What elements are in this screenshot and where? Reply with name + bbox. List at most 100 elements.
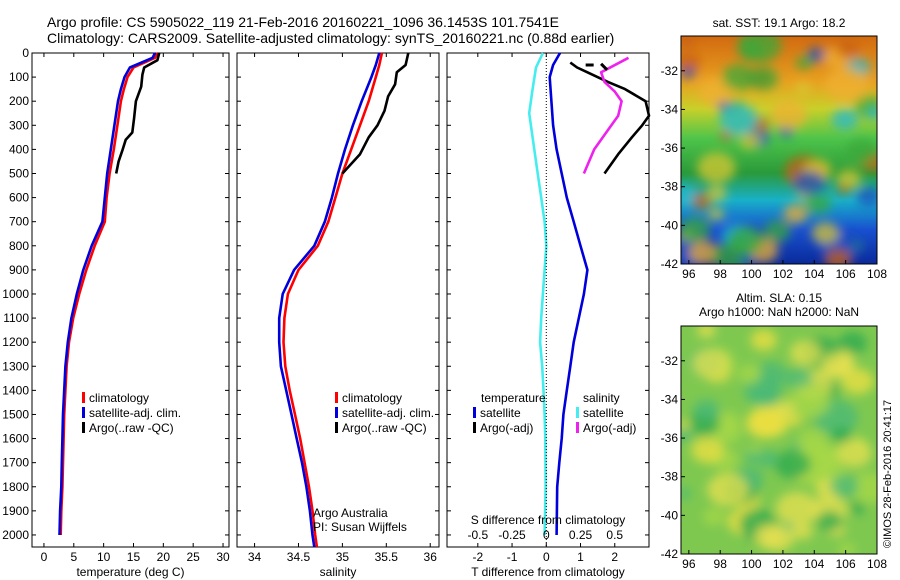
sst-map-xtick-label: 98	[714, 267, 728, 281]
sla-map-ytick-label: -40	[661, 508, 679, 522]
salinity-xtick-label: 36	[424, 550, 438, 564]
temperature-legend-label: climatology	[89, 391, 149, 405]
depth-tick-label: 700	[9, 215, 29, 229]
map-texture-blob	[681, 66, 696, 79]
sla-map-xtick-label: 106	[836, 557, 856, 571]
map-texture-blob	[774, 400, 796, 418]
map-texture-blob	[831, 427, 852, 443]
depth-tick-label: 800	[9, 239, 29, 253]
sla-map-panel: Altim. SLA: 0.15 Argo h1000: NaN h2000: …	[661, 291, 888, 571]
map-texture-blob	[691, 348, 729, 379]
sst-map-xtick-label: 108	[867, 267, 887, 281]
depth-tick-label: 1900	[2, 504, 29, 518]
sst-map-ytick-label: -40	[661, 218, 679, 232]
temperature-legend-swatch	[82, 422, 85, 433]
map-texture-blob	[795, 56, 813, 70]
temperature-legend-swatch	[82, 392, 85, 403]
map-texture-blob	[693, 399, 720, 421]
map-texture-blob	[849, 501, 866, 515]
figure-title-line2: Climatology: CARS2009. Satellite-adjuste…	[47, 30, 614, 46]
temperature-xtick-label: 10	[97, 550, 111, 564]
map-texture-blob	[696, 326, 716, 339]
map-texture-blob	[797, 429, 828, 454]
map-texture-blob	[774, 450, 811, 479]
salinity-xtick-label: 35.5	[375, 550, 399, 564]
map-texture-blob	[817, 510, 843, 532]
sla-map-title: Altim. SLA: 0.15	[736, 291, 822, 305]
salinity-series-argo-raw-qc-	[341, 52, 410, 175]
salinity-legend-label: climatology	[342, 391, 402, 405]
difference-series-salinity-satellite	[527, 52, 548, 536]
temperature-xtick-label: 30	[216, 550, 230, 564]
sla-map-subtitle: Argo h1000: NaN h2000: NaN	[699, 305, 859, 319]
map-texture-blob	[841, 368, 875, 395]
map-texture-blob	[755, 449, 778, 468]
difference-xtick-label: -1	[507, 550, 518, 564]
sst-map-ytick-label: -32	[661, 64, 679, 78]
depth-tick-label: 1300	[2, 359, 29, 373]
sla-map-ytick-label: -38	[661, 470, 679, 484]
sst-map-ytick-label: -42	[661, 257, 679, 271]
map-texture-blob	[770, 100, 808, 130]
difference-series-temperature-satellite	[548, 52, 589, 536]
sla-map-xtick-label: 104	[804, 557, 824, 571]
difference-xtick-label: 2	[611, 550, 618, 564]
diff-salinity-tick-label: -0.5	[467, 528, 488, 542]
depth-tick-label: 1700	[2, 456, 29, 470]
salinity-axes-frame	[236, 52, 440, 548]
sst-map-xtick-label: 102	[773, 267, 793, 281]
map-texture-blob	[838, 542, 856, 554]
sla-map-xtick-label: 108	[867, 557, 887, 571]
map-texture-blob	[835, 39, 860, 58]
sst-map-xtick-label: 104	[804, 267, 824, 281]
sla-map-ytick-label: -32	[661, 354, 679, 368]
map-texture-blob	[681, 428, 693, 443]
temperature-axes-frame	[31, 52, 230, 548]
diff-salinity-tick-label: -0.25	[498, 528, 526, 542]
sst-map-ytick-label: -34	[661, 102, 679, 116]
depth-tick-label: 300	[9, 118, 29, 132]
temperature-xtick-label: 0	[41, 550, 48, 564]
depth-tick-label: 1600	[2, 432, 29, 446]
salinity-xtick-label: 34	[248, 550, 262, 564]
temperature-panel: 0 5 10 15 20 25 300100200300400500600700800900…	[2, 46, 230, 579]
depth-tick-label: 1500	[2, 407, 29, 421]
salinity-xtick-label: 34.5	[287, 550, 311, 564]
salinity-annotation: Argo Australia	[313, 506, 388, 520]
difference-panel: -2 -1 0 1 2T difference from climatology temp…	[446, 52, 651, 579]
temperature-series-satellite-adj-clim-	[58, 52, 157, 536]
map-texture-blob	[738, 364, 762, 384]
temperature-xtick-label: 15	[127, 550, 141, 564]
temperature-series-climatology	[59, 52, 159, 536]
depth-tick-label: 600	[9, 191, 29, 205]
map-texture-blob	[789, 340, 822, 366]
map-texture-blob	[837, 439, 872, 468]
map-texture-blob	[681, 36, 696, 47]
map-texture-blob	[751, 387, 777, 407]
map-texture-blob	[739, 132, 761, 150]
temperature-series-argo-raw-qc-	[114, 52, 161, 174]
sst-map-ytick-label: -36	[661, 141, 679, 155]
temperature-legend-label: Argo(..raw -QC)	[89, 421, 174, 435]
map-texture-blob	[805, 192, 832, 214]
map-texture-blob	[743, 450, 760, 464]
map-texture-blob	[708, 207, 725, 221]
sst-map-panel: sat. SST: 19.1 Argo: 18.2 96 98 100 102 104 1…	[661, 16, 888, 281]
salinity-xtick-label: 35	[336, 550, 350, 564]
difference-xtick-label: -2	[472, 550, 483, 564]
map-texture-blob	[825, 67, 869, 103]
map-texture-blob	[783, 203, 808, 224]
copyright-label: ©IMOS 28-Feb-2016 20:41:17	[882, 400, 894, 548]
map-texture-blob	[788, 414, 803, 426]
map-texture-blob	[785, 367, 813, 390]
depth-tick-label: 100	[9, 70, 29, 84]
map-texture-blob	[838, 184, 851, 194]
map-texture-blob	[745, 408, 783, 439]
depth-tick-label: 900	[9, 263, 29, 277]
diff-legend-swatch	[473, 422, 476, 433]
depth-tick-label: 1400	[2, 383, 29, 397]
depth-tick-label: 200	[9, 94, 29, 108]
map-texture-blob	[691, 437, 724, 464]
map-texture-blob	[681, 487, 691, 500]
map-texture-blob	[831, 108, 858, 130]
